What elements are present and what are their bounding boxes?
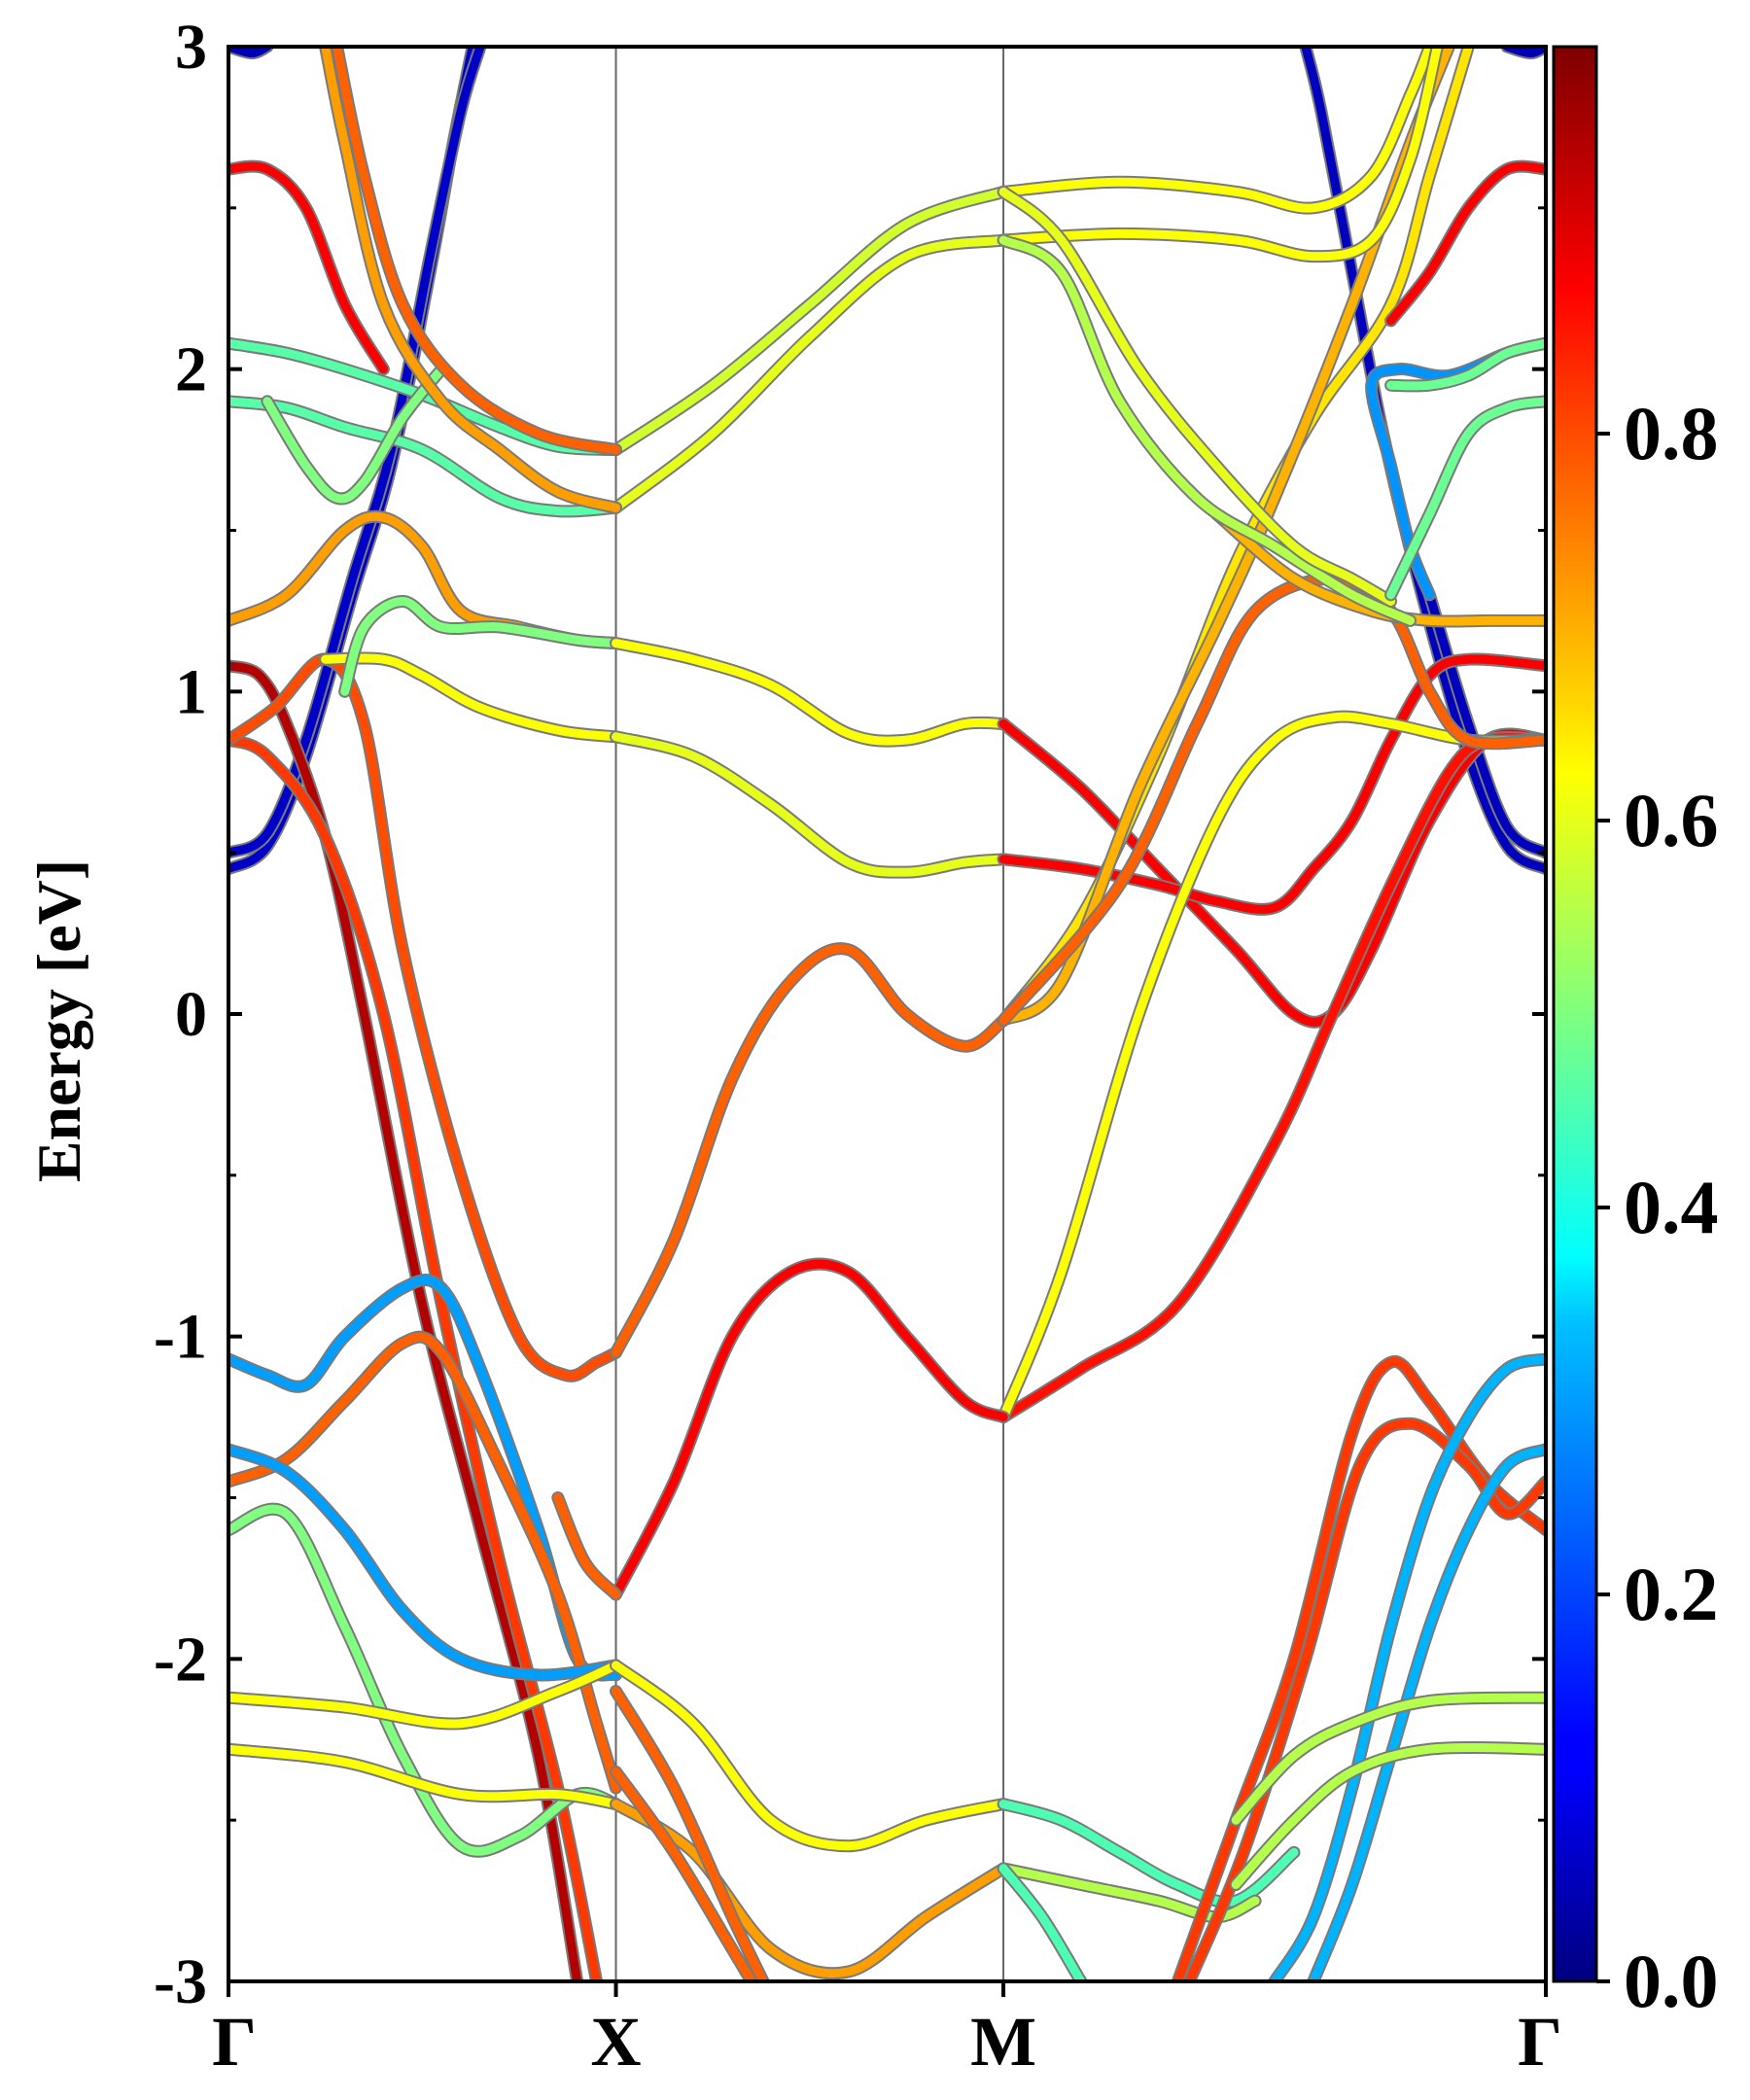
y-tick-label: 1 bbox=[175, 656, 207, 727]
y-tick-label: -1 bbox=[154, 1302, 207, 1373]
band-line bbox=[228, 654, 620, 1381]
band-outline bbox=[997, 731, 1546, 1424]
y-axis-ticks: -3 -2 -1 0 1 2 3 bbox=[154, 12, 1546, 2017]
band-line bbox=[228, 161, 388, 374]
y-tick-label: -3 bbox=[154, 1946, 207, 2017]
band-outline bbox=[997, 47, 1444, 263]
band-line bbox=[998, 235, 1415, 625]
band-line bbox=[998, 47, 1442, 262]
band-line bbox=[612, 1259, 1008, 1599]
kpoint-label: Γ bbox=[1518, 2003, 1562, 2081]
kpoint-label: M bbox=[970, 2003, 1036, 2081]
band-line bbox=[1231, 1693, 1546, 1825]
colorbar-tick-label: 0.0 bbox=[1624, 1939, 1719, 2023]
band-line bbox=[553, 1493, 620, 1599]
kpoint-label: X bbox=[591, 2003, 642, 2081]
band-line bbox=[1386, 397, 1546, 600]
band-line bbox=[612, 1767, 756, 1981]
y-tick-label: 2 bbox=[175, 334, 207, 405]
band-outline bbox=[610, 942, 1010, 1359]
band-line bbox=[1270, 1354, 1546, 1981]
y-tick-label: -2 bbox=[154, 1624, 207, 1695]
band-line bbox=[612, 944, 1008, 1357]
band-line bbox=[612, 639, 1008, 746]
band-line bbox=[340, 597, 620, 696]
y-tick-label: 0 bbox=[175, 979, 207, 1050]
band-line bbox=[262, 365, 446, 504]
colorbar: 0.0 0.2 0.4 0.6 0.8 bbox=[1552, 45, 1719, 2023]
band-outline bbox=[610, 730, 1010, 879]
band-line bbox=[1386, 338, 1546, 391]
band-line bbox=[612, 1800, 1008, 1978]
band-line bbox=[1231, 1742, 1546, 1889]
band-line bbox=[321, 47, 620, 512]
bands-layer bbox=[228, 47, 1546, 1981]
colorbar-tick-label: 0.2 bbox=[1624, 1552, 1719, 1636]
band-line bbox=[1386, 161, 1546, 326]
band-outline bbox=[610, 1257, 1010, 1601]
band-line bbox=[1309, 1445, 1546, 1981]
kpoint-label: Γ bbox=[212, 2003, 257, 2081]
band-line bbox=[998, 187, 1396, 606]
band-line bbox=[228, 1744, 620, 1809]
band-line bbox=[228, 397, 620, 516]
colorbar-tick-label: 0.6 bbox=[1624, 778, 1719, 862]
band-outline bbox=[228, 1443, 622, 1682]
band-line bbox=[228, 511, 620, 648]
band-line bbox=[228, 1445, 620, 1680]
band-line bbox=[998, 47, 1434, 213]
band-line bbox=[998, 1864, 1086, 1981]
band-line bbox=[228, 47, 485, 858]
band-line bbox=[612, 1687, 768, 1981]
y-tick-label: 3 bbox=[175, 12, 207, 83]
band-line bbox=[612, 1661, 1008, 1851]
y-axis-label: Energy [eV] bbox=[24, 859, 93, 1182]
band-line bbox=[228, 1661, 620, 1729]
band-line bbox=[612, 187, 1008, 455]
band-line bbox=[998, 1800, 1299, 1907]
band-line bbox=[998, 712, 1546, 1422]
colorbar-gradient bbox=[1552, 45, 1598, 1983]
band-line bbox=[998, 719, 1546, 1027]
band-line bbox=[998, 1864, 1260, 1922]
band-line bbox=[321, 653, 620, 742]
band-line bbox=[612, 732, 1008, 877]
band-line bbox=[612, 235, 1008, 512]
band-line bbox=[1424, 590, 1546, 858]
colorbar-tick-label: 0.4 bbox=[1624, 1165, 1719, 1249]
band-outline bbox=[610, 1798, 1010, 1980]
band-outline bbox=[997, 710, 1546, 1424]
band-line bbox=[998, 733, 1546, 1422]
band-outline bbox=[228, 509, 622, 650]
colorbar-tick-label: 0.8 bbox=[1624, 391, 1719, 475]
band-line bbox=[228, 1504, 620, 1856]
band-line bbox=[332, 47, 620, 455]
band-line bbox=[228, 661, 582, 1981]
